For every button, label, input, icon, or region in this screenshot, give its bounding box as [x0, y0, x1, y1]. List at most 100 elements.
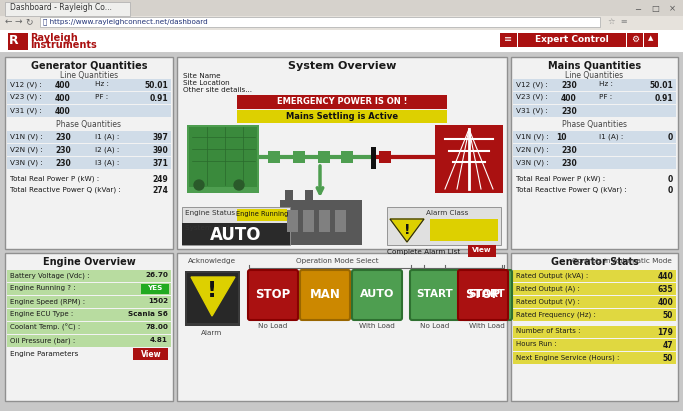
Polygon shape: [191, 277, 235, 316]
FancyBboxPatch shape: [458, 270, 508, 320]
Text: MAN: MAN: [309, 288, 340, 300]
Text: ←: ←: [4, 17, 12, 26]
Bar: [280, 200, 362, 245]
Text: V3N (V) :: V3N (V) :: [516, 159, 548, 166]
Text: Hz :: Hz :: [95, 81, 109, 87]
Bar: [319, 210, 330, 232]
Text: 0: 0: [668, 175, 673, 184]
Text: 274: 274: [152, 186, 168, 195]
Text: 390: 390: [152, 146, 168, 155]
Bar: [0, 16, 683, 30]
Bar: [5, 253, 173, 401]
Text: 230: 230: [561, 159, 576, 168]
Text: No Load: No Load: [420, 323, 449, 329]
Bar: [518, 33, 626, 47]
Text: Rated Frequency (Hz) :: Rated Frequency (Hz) :: [516, 311, 596, 318]
Bar: [5, 2, 130, 16]
Text: Rated Output (kVA) :: Rated Output (kVA) :: [516, 272, 588, 279]
Text: I3 (A) :: I3 (A) :: [95, 159, 120, 166]
Bar: [177, 57, 507, 249]
Bar: [7, 283, 171, 295]
Text: No Load: No Load: [258, 323, 288, 329]
Bar: [182, 207, 290, 245]
Text: Complete Alarm List: Complete Alarm List: [387, 249, 460, 255]
Text: Acknowledge: Acknowledge: [188, 258, 236, 264]
Bar: [513, 352, 676, 364]
Text: Generator Stats: Generator Stats: [550, 257, 639, 267]
Text: Hours Run :: Hours Run :: [516, 341, 557, 347]
Text: 0: 0: [668, 133, 673, 142]
Bar: [8, 33, 28, 50]
Text: 371: 371: [152, 159, 168, 168]
Text: V12 (V) :: V12 (V) :: [516, 81, 548, 88]
Bar: [177, 253, 507, 401]
Text: 0.91: 0.91: [654, 94, 673, 103]
Bar: [0, 0, 683, 16]
Bar: [133, 348, 168, 360]
Text: 4.81: 4.81: [150, 337, 168, 343]
FancyBboxPatch shape: [248, 270, 298, 320]
Text: 400: 400: [55, 107, 71, 116]
Bar: [285, 190, 293, 202]
Text: Generator Quantities: Generator Quantities: [31, 61, 148, 71]
Text: 50: 50: [663, 354, 673, 363]
Text: ─: ─: [635, 4, 641, 13]
Text: Mains Quantities: Mains Quantities: [548, 61, 641, 71]
Text: Number of Starts :: Number of Starts :: [516, 328, 581, 334]
Text: 230: 230: [55, 159, 71, 168]
Text: With Load: With Load: [469, 323, 505, 329]
Text: Coolant Temp. (°C) :: Coolant Temp. (°C) :: [10, 324, 80, 331]
Text: Other site details...: Other site details...: [183, 87, 252, 93]
Text: Mains Settling is Active: Mains Settling is Active: [286, 112, 398, 121]
Text: Total Reactive Power Q (kVar) :: Total Reactive Power Q (kVar) :: [516, 186, 627, 192]
Text: Instruments: Instruments: [30, 40, 97, 50]
Text: YES: YES: [148, 285, 163, 291]
Text: START: START: [417, 289, 454, 299]
Text: System Overview: System Overview: [288, 61, 396, 71]
Text: EMERGENCY POWER IS ON !: EMERGENCY POWER IS ON !: [277, 97, 407, 106]
Bar: [189, 127, 257, 187]
Bar: [335, 210, 346, 232]
Bar: [287, 210, 298, 232]
Bar: [185, 271, 240, 326]
Bar: [237, 95, 447, 109]
Bar: [513, 144, 676, 156]
Text: I1 (A) :: I1 (A) :: [95, 133, 120, 139]
Bar: [435, 125, 503, 193]
Bar: [182, 223, 290, 245]
Text: 400: 400: [55, 94, 71, 103]
Text: R: R: [9, 34, 18, 47]
Bar: [7, 144, 171, 156]
Bar: [187, 125, 259, 193]
Text: START: START: [469, 289, 505, 299]
Text: 230: 230: [561, 146, 576, 155]
Bar: [5, 57, 173, 249]
Text: V23 (V) :: V23 (V) :: [516, 94, 548, 101]
Bar: [511, 253, 678, 401]
Bar: [513, 296, 676, 308]
Text: I2 (A) :: I2 (A) :: [95, 146, 120, 152]
Bar: [627, 33, 643, 47]
Text: 400: 400: [55, 81, 71, 90]
Text: ↻: ↻: [25, 17, 33, 26]
Bar: [513, 92, 676, 104]
Text: 78.00: 78.00: [145, 324, 168, 330]
Text: 400: 400: [657, 298, 673, 307]
Text: Site Location: Site Location: [183, 80, 229, 86]
Text: Engine Parameters: Engine Parameters: [10, 351, 79, 357]
Text: 397: 397: [152, 133, 168, 142]
Text: Site Name: Site Name: [183, 73, 221, 79]
Bar: [513, 326, 676, 338]
Text: Engine Speed (RPM) :: Engine Speed (RPM) :: [10, 298, 85, 305]
Text: Controls in Automatic Mode: Controls in Automatic Mode: [572, 258, 672, 264]
Text: Rayleigh: Rayleigh: [30, 33, 78, 43]
Bar: [500, 33, 517, 47]
Bar: [305, 190, 313, 202]
Text: 635: 635: [657, 285, 673, 294]
Circle shape: [194, 180, 204, 190]
Bar: [513, 131, 676, 143]
Bar: [7, 322, 171, 334]
Text: AUTO: AUTO: [360, 289, 394, 299]
Text: Total Reactive Power Q (kVar) :: Total Reactive Power Q (kVar) :: [10, 186, 121, 192]
Text: View: View: [141, 350, 161, 359]
